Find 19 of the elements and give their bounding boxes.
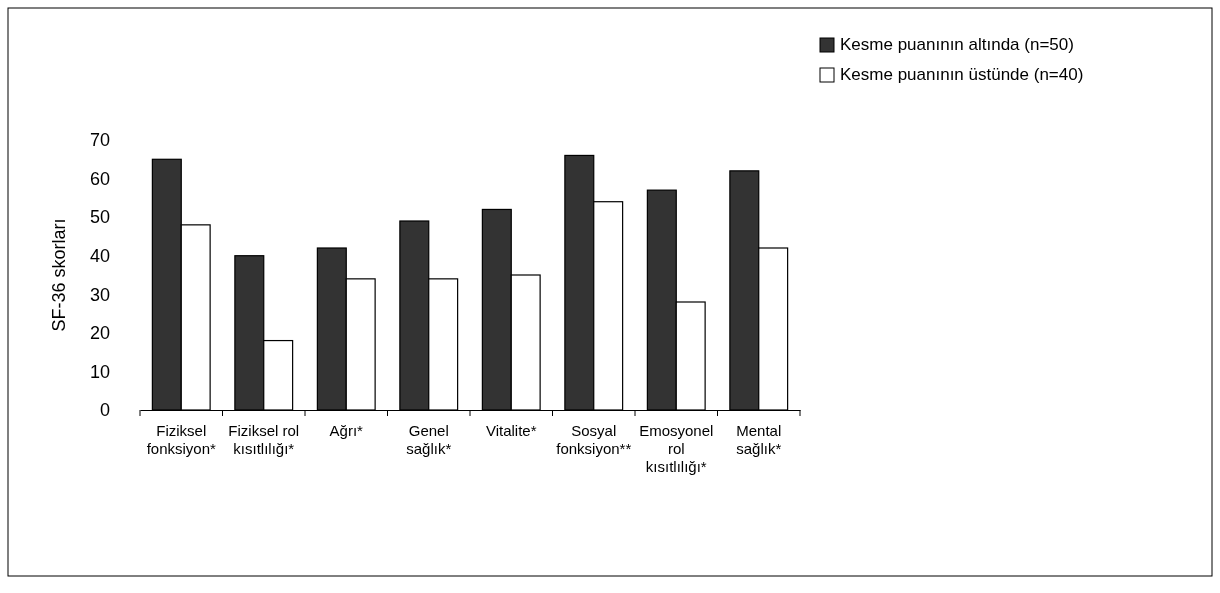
x-tick-label: Fiziksel rol kısıtlılığı* (228, 422, 300, 457)
y-tick-label: 70 (89, 130, 110, 151)
x-tick-label: Genel sağlık* (406, 422, 452, 457)
y-tick-label: 20 (89, 323, 110, 344)
x-tick-label: Vitalite* (485, 422, 537, 439)
legend-label: Kesme puanının üstünde (n=40) (840, 65, 1084, 84)
legend-label: Kesme puanının altında (n=50) (840, 35, 1074, 54)
y-tick-label: 0 (99, 400, 110, 421)
x-tick-label: Emosyonel rol kısıtlılığı* (639, 422, 714, 475)
y-axis-title: SF-36 skorları (49, 218, 69, 332)
x-tick-label: Mental sağlık* (736, 422, 782, 457)
y-tick-label: 40 (89, 245, 110, 266)
x-tick-label: Ağrı* (329, 422, 364, 439)
y-tick-label: 30 (89, 284, 110, 305)
y-tick-label: 60 (89, 168, 110, 189)
x-tick-label: Sosyal fonksiyon** (556, 422, 632, 457)
x-tick-label: Fiziksel fonksiyon* (146, 422, 217, 457)
y-tick-label: 50 (89, 207, 110, 228)
y-tick-label: 10 (89, 361, 110, 382)
